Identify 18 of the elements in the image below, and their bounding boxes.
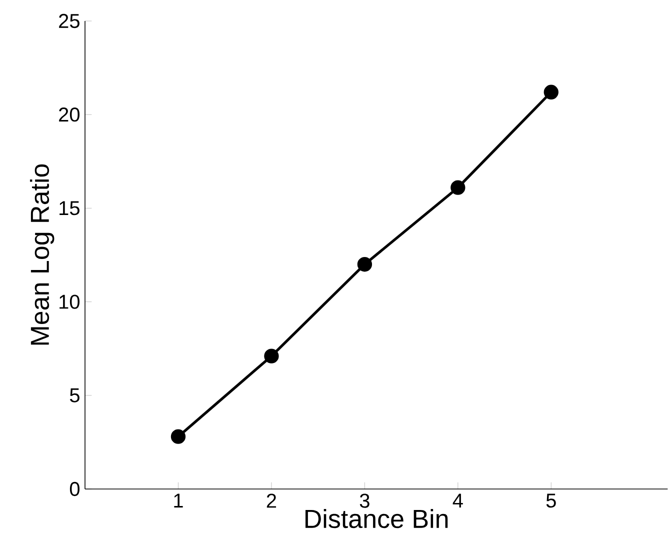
y-tick-label: 25 <box>59 14 80 28</box>
point <box>544 84 558 100</box>
point <box>357 257 372 272</box>
x-axis-title: Distance Bin <box>305 509 448 528</box>
point <box>450 180 466 195</box>
x-tick-label: 3 <box>360 494 370 508</box>
y-axis-title: Mean Log Ratio <box>30 164 54 345</box>
y-tick-label: 5 <box>70 388 80 402</box>
x-tick-label: 1 <box>174 494 183 508</box>
x-tick-label: 2 <box>266 494 276 508</box>
x-tick-label: 5 <box>546 494 556 508</box>
x-tick-label: 4 <box>452 494 463 508</box>
y-tick-label: 15 <box>60 201 80 216</box>
y-tick-label: 20 <box>59 108 80 122</box>
point <box>170 429 186 444</box>
y-tick-label: 0 <box>70 482 80 496</box>
y-tick-label: 10 <box>60 294 80 309</box>
point <box>264 348 279 364</box>
